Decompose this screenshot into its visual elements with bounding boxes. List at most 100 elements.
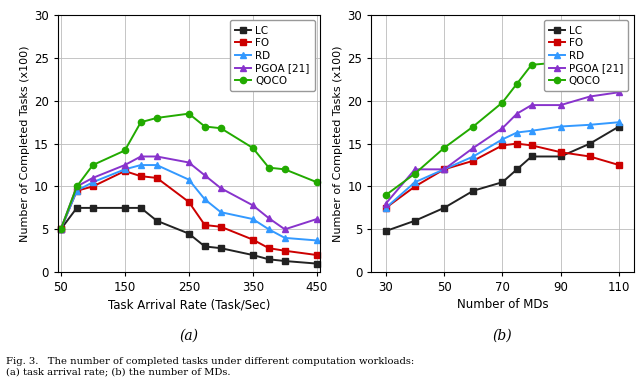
QOCO bbox=[499, 100, 506, 105]
LC bbox=[201, 244, 209, 249]
Line: RD: RD bbox=[383, 119, 622, 211]
QOCO bbox=[513, 81, 521, 86]
QOCO bbox=[121, 148, 129, 153]
PGOA [21] bbox=[153, 154, 161, 159]
LC bbox=[411, 218, 419, 223]
QOCO bbox=[153, 116, 161, 120]
PGOA [21] bbox=[73, 184, 81, 189]
X-axis label: Task Arrival Rate (Task/Sec): Task Arrival Rate (Task/Sec) bbox=[108, 298, 270, 311]
RD bbox=[499, 137, 506, 142]
QOCO bbox=[440, 146, 448, 150]
FO bbox=[89, 184, 97, 189]
LC bbox=[249, 253, 257, 257]
RD bbox=[217, 210, 225, 214]
QOCO bbox=[528, 62, 536, 67]
LC bbox=[73, 206, 81, 210]
Y-axis label: Number of Completed Tasks (x100): Number of Completed Tasks (x100) bbox=[20, 45, 29, 242]
LC bbox=[499, 180, 506, 184]
PGOA [21] bbox=[469, 146, 477, 150]
PGOA [21] bbox=[382, 201, 390, 206]
PGOA [21] bbox=[89, 176, 97, 180]
QOCO bbox=[586, 43, 594, 47]
LC bbox=[57, 227, 65, 232]
QOCO bbox=[557, 60, 564, 65]
QOCO bbox=[281, 167, 289, 172]
QOCO bbox=[249, 146, 257, 150]
PGOA [21] bbox=[137, 154, 145, 159]
Line: QOCO: QOCO bbox=[383, 29, 622, 198]
Line: QOCO: QOCO bbox=[58, 110, 320, 232]
FO bbox=[57, 227, 65, 232]
RD bbox=[281, 235, 289, 240]
QOCO bbox=[137, 120, 145, 124]
RD bbox=[73, 189, 81, 193]
PGOA [21] bbox=[513, 112, 521, 116]
FO bbox=[281, 248, 289, 253]
FO bbox=[513, 141, 521, 146]
RD bbox=[201, 197, 209, 201]
Line: PGOA [21]: PGOA [21] bbox=[383, 89, 622, 207]
RD bbox=[89, 180, 97, 184]
FO bbox=[499, 143, 506, 148]
QOCO bbox=[73, 184, 81, 189]
RD bbox=[469, 154, 477, 159]
FO bbox=[185, 200, 193, 204]
RD bbox=[440, 167, 448, 172]
RD bbox=[411, 180, 419, 184]
FO bbox=[217, 225, 225, 229]
Line: FO: FO bbox=[58, 168, 320, 258]
RD bbox=[513, 130, 521, 135]
RD bbox=[586, 122, 594, 127]
FO bbox=[382, 206, 390, 210]
LC bbox=[615, 124, 623, 129]
RD bbox=[153, 163, 161, 167]
Line: LC: LC bbox=[58, 205, 320, 267]
X-axis label: Number of MDs: Number of MDs bbox=[456, 298, 548, 311]
QOCO bbox=[265, 165, 273, 170]
Line: PGOA [21]: PGOA [21] bbox=[58, 153, 320, 232]
QOCO bbox=[615, 30, 623, 34]
LC bbox=[586, 141, 594, 146]
RD bbox=[382, 206, 390, 210]
RD bbox=[528, 129, 536, 133]
PGOA [21] bbox=[615, 90, 623, 94]
PGOA [21] bbox=[265, 216, 273, 220]
PGOA [21] bbox=[557, 103, 564, 107]
LC bbox=[281, 259, 289, 263]
LC bbox=[528, 154, 536, 159]
LC bbox=[313, 261, 321, 266]
Y-axis label: Number of Completed Tasks (x100): Number of Completed Tasks (x100) bbox=[333, 45, 343, 242]
FO bbox=[265, 246, 273, 251]
PGOA [21] bbox=[217, 186, 225, 191]
RD bbox=[557, 124, 564, 129]
PGOA [21] bbox=[313, 217, 321, 221]
LC bbox=[185, 231, 193, 236]
LC bbox=[137, 206, 145, 210]
RD bbox=[249, 217, 257, 221]
FO bbox=[201, 223, 209, 227]
QOCO bbox=[382, 193, 390, 197]
FO bbox=[615, 163, 623, 167]
RD bbox=[313, 238, 321, 243]
LC bbox=[469, 189, 477, 193]
FO bbox=[249, 237, 257, 242]
FO bbox=[153, 176, 161, 180]
QOCO bbox=[89, 163, 97, 167]
FO bbox=[557, 150, 564, 155]
RD bbox=[185, 177, 193, 182]
QOCO bbox=[469, 124, 477, 129]
LC bbox=[89, 206, 97, 210]
QOCO bbox=[411, 171, 419, 176]
FO bbox=[440, 167, 448, 172]
QOCO bbox=[201, 124, 209, 129]
LC bbox=[265, 257, 273, 262]
RD bbox=[121, 167, 129, 172]
RD bbox=[137, 163, 145, 167]
FO bbox=[528, 143, 536, 148]
RD bbox=[615, 120, 623, 124]
PGOA [21] bbox=[528, 103, 536, 107]
RD bbox=[265, 227, 273, 232]
LC bbox=[557, 154, 564, 159]
QOCO bbox=[57, 227, 65, 232]
PGOA [21] bbox=[57, 227, 65, 232]
